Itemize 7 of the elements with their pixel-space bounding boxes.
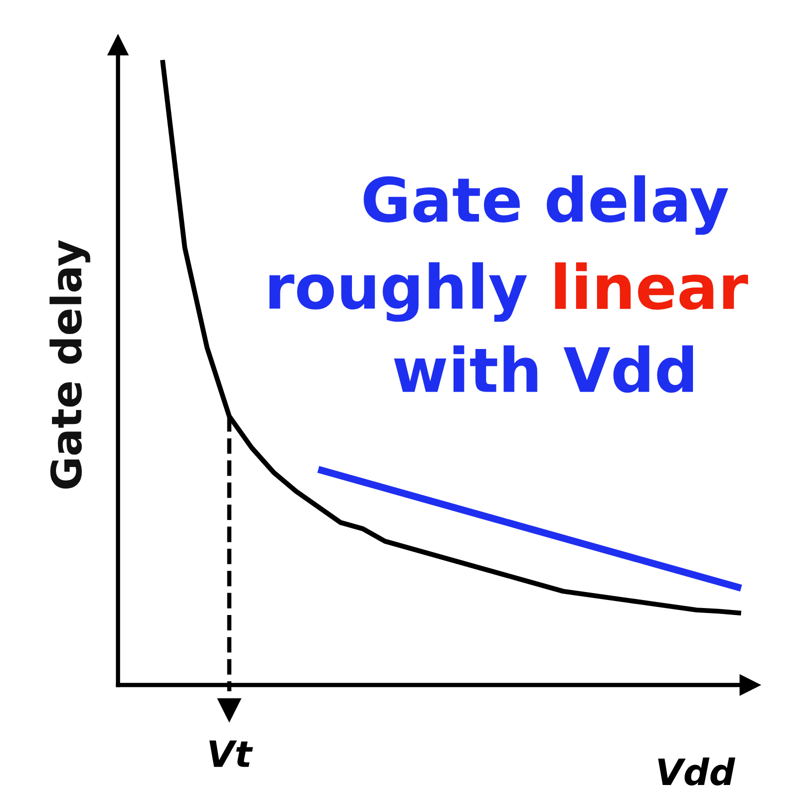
annotation: with Vdd (394, 345, 693, 393)
text: Vt (209, 740, 253, 767)
annotation: linear (555, 262, 748, 310)
annotation: Gate delay (364, 175, 728, 235)
annotation: roughly (269, 262, 527, 322)
y-axis-title: Gate delay (50, 240, 90, 489)
x-axis-title: Vdd (658, 758, 736, 786)
